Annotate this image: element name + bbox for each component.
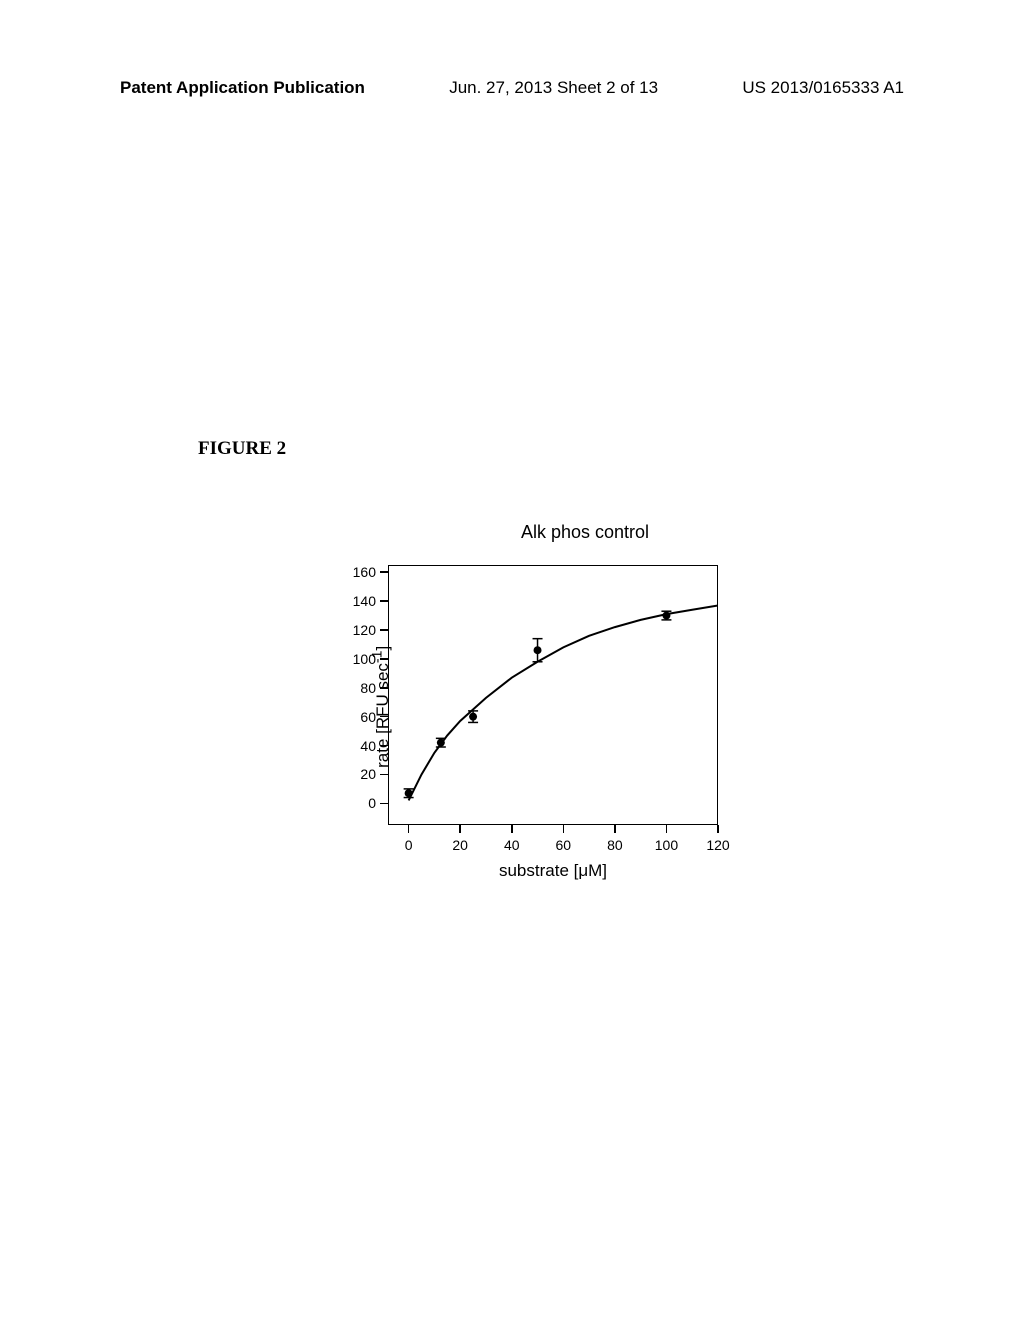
y-tick-label: 0 [368,795,376,811]
y-tick [380,600,388,602]
data-point [469,713,477,721]
y-tick-label: 40 [360,738,376,754]
x-tick-label: 60 [556,837,572,853]
data-point [405,789,413,797]
x-tick-label: 100 [655,837,678,853]
y-tick [380,658,388,660]
y-tick [380,629,388,631]
x-tick-label: 40 [504,837,520,853]
x-tick-label: 0 [405,837,413,853]
x-tick [717,825,719,833]
x-tick [614,825,616,833]
x-tick-label: 80 [607,837,623,853]
data-point [437,739,445,747]
chart-container: Alk phos control rate [RFU sec-1] substr… [330,522,780,879]
y-tick-label: 80 [360,680,376,696]
chart-svg [388,565,718,825]
data-point [662,612,670,620]
data-point [534,646,542,654]
x-tick [666,825,668,833]
y-tick [380,571,388,573]
y-tick-label: 100 [353,651,376,667]
y-tick-label: 60 [360,709,376,725]
y-tick [380,716,388,718]
y-tick-label: 140 [353,593,376,609]
header-publication-number: US 2013/0165333 A1 [742,78,904,98]
page-header: Patent Application Publication Jun. 27, … [0,78,1024,98]
x-tick [459,825,461,833]
header-publication-type: Patent Application Publication [120,78,365,98]
chart-title: Alk phos control [330,522,780,543]
y-tick [380,774,388,776]
y-tick [380,745,388,747]
y-tick [380,803,388,805]
figure-label: FIGURE 2 [198,438,286,460]
x-tick [408,825,410,833]
x-axis-label: substrate [μM] [388,861,718,881]
y-tick-label: 160 [353,564,376,580]
x-tick-label: 120 [706,837,729,853]
fit-curve [409,605,718,800]
y-tick-label: 20 [360,766,376,782]
y-tick-label: 120 [353,622,376,638]
x-tick [563,825,565,833]
x-tick [511,825,513,833]
x-tick-label: 20 [452,837,468,853]
header-date-sheet: Jun. 27, 2013 Sheet 2 of 13 [449,78,658,98]
y-tick [380,687,388,689]
chart-area: rate [RFU sec-1] substrate [μM] 02040608… [330,559,750,879]
